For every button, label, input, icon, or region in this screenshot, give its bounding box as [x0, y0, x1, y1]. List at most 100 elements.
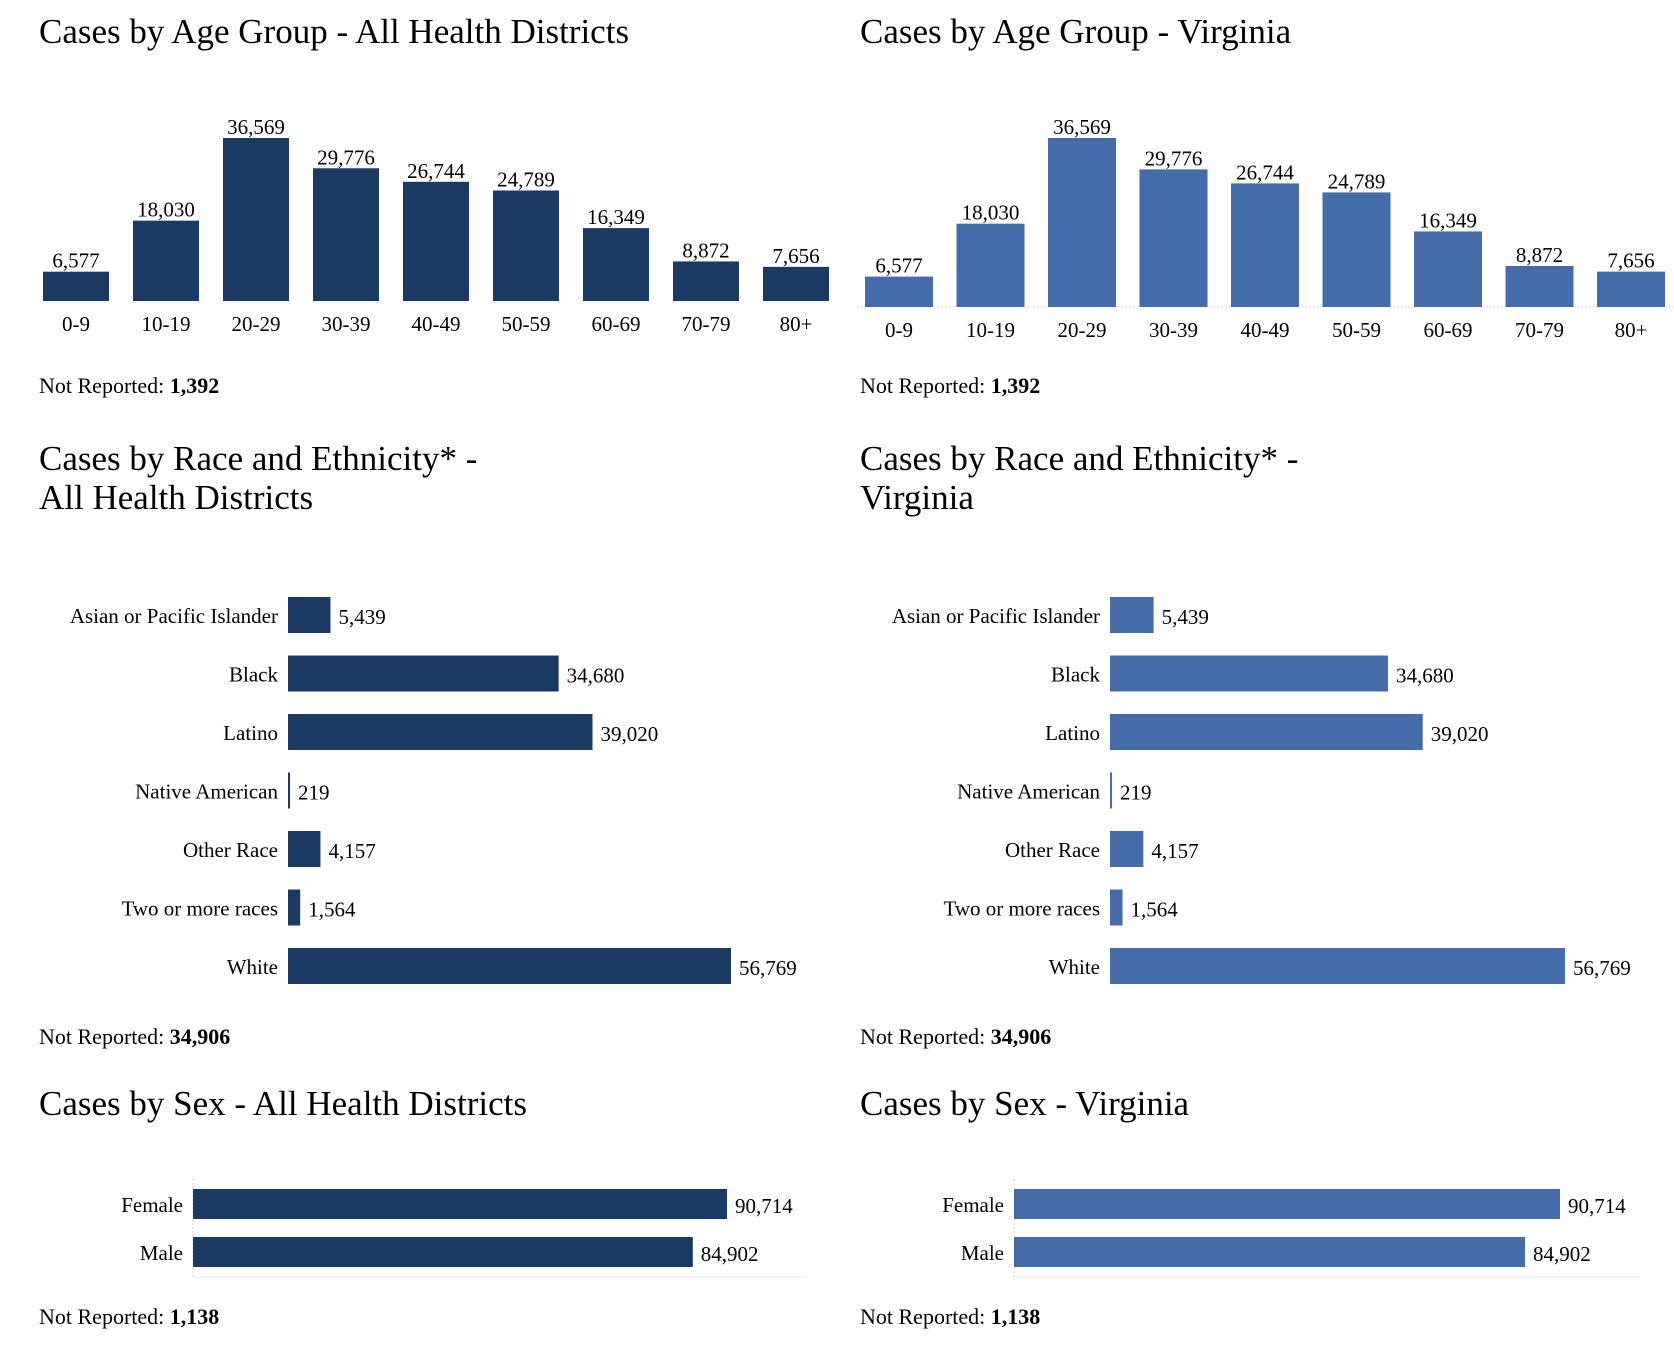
data-label: 1,564: [1131, 898, 1179, 922]
data-label: 56,769: [1573, 956, 1631, 980]
data-label: 34,680: [567, 664, 625, 688]
bar: [288, 655, 559, 692]
category-label: Two or more races: [121, 897, 278, 921]
chart-title: Cases by Sex - Virginia: [860, 1084, 1190, 1123]
data-label: 39,020: [1431, 722, 1489, 746]
not-reported-value: 1,392: [169, 373, 220, 398]
tick-label: 80+: [780, 312, 813, 336]
tick-label: 0-9: [885, 318, 913, 342]
data-label: 18,030: [137, 198, 195, 222]
data-label: 219: [298, 781, 330, 805]
bar: [288, 772, 290, 809]
bar: [1014, 1237, 1526, 1267]
bar: [1110, 714, 1423, 750]
data-label: 26,744: [407, 159, 465, 183]
bar: [1110, 597, 1154, 633]
not-reported-label: Not Reported:: [860, 373, 986, 398]
bar: [1110, 772, 1112, 809]
tick-label: 20-29: [232, 312, 281, 336]
tick-label: 20-29: [1058, 318, 1107, 342]
data-label: 16,349: [587, 205, 645, 229]
tick-label: 30-39: [322, 312, 371, 336]
not-reported-value: 1,138: [990, 1304, 1041, 1329]
bar: [288, 831, 321, 867]
bar: [1110, 831, 1144, 867]
data-label: 39,020: [600, 722, 658, 746]
bar: [865, 276, 933, 307]
bar: [1110, 655, 1388, 692]
bar: [763, 266, 829, 301]
chart-title-line-1: Cases by Race and Ethnicity* -: [860, 439, 1299, 478]
data-label: 26,744: [1236, 160, 1294, 184]
bar: [403, 181, 469, 301]
data-label: 16,349: [1419, 208, 1477, 232]
data-label: 4,157: [1151, 839, 1198, 863]
tick-label: 10-19: [966, 318, 1015, 342]
tick-label: 10-19: [142, 312, 191, 336]
race-chart-all: 5,439 Asian or Pacific Islander 34,680 Blac…: [70, 597, 797, 984]
bar: [1597, 271, 1665, 307]
data-label: 34,680: [1396, 664, 1454, 688]
bar: [313, 168, 379, 301]
bar: [223, 138, 289, 301]
data-label: 7,656: [1607, 249, 1654, 273]
bar: [133, 220, 199, 301]
data-label: 5,439: [1162, 605, 1209, 629]
not-reported-label: Not Reported:: [39, 373, 165, 398]
chart-title-line-2: All Health Districts: [39, 478, 314, 517]
data-label: 8,872: [1516, 243, 1563, 267]
data-label: 6,577: [52, 249, 99, 273]
not-reported-value: 1,138: [169, 1304, 220, 1329]
data-label: 24,789: [1328, 169, 1386, 193]
bar: [493, 190, 559, 301]
tick-label: 50-59: [502, 312, 551, 336]
bar: [288, 889, 301, 926]
data-label: 84,902: [701, 1242, 759, 1266]
tick-label: 60-69: [592, 312, 641, 336]
category-label: Asian or Pacific Islander: [70, 604, 278, 628]
category-label: Other Race: [183, 838, 278, 862]
data-label: 6,577: [875, 254, 922, 278]
category-label: Black: [1051, 663, 1100, 687]
tick-label: 60-69: [1424, 318, 1473, 342]
category-label: Two or more races: [943, 897, 1100, 921]
age-chart-va: 6,577 0-9 18,030 10-19 36,569 20-29 29,776 30-3…: [857, 115, 1674, 342]
not-reported-label: Not Reported:: [39, 1304, 165, 1329]
data-label: 84,902: [1533, 1242, 1591, 1266]
tick-label: 50-59: [1332, 318, 1381, 342]
bar: [956, 223, 1025, 307]
chart-title: Cases by Sex - All Health Districts: [39, 1084, 528, 1123]
data-label: 36,569: [227, 115, 285, 139]
bar: [1231, 183, 1299, 307]
tick-label: 40-49: [1241, 318, 1290, 342]
data-label: 5,439: [338, 605, 385, 629]
data-label: 24,789: [497, 168, 555, 192]
not-reported-value: 34,906: [990, 1024, 1052, 1049]
category-label: Male: [961, 1241, 1004, 1265]
not-reported: Not Reported: 1,392: [39, 373, 219, 399]
bar: [193, 1189, 727, 1219]
bar: [193, 1237, 693, 1267]
race-chart-va: 5,439 Asian or Pacific Islander 34,680 Blac…: [892, 597, 1631, 984]
not-reported: Not Reported: 34,906: [39, 1024, 230, 1050]
data-label: 36,569: [1053, 115, 1111, 139]
data-label: 56,769: [739, 956, 797, 980]
not-reported: Not Reported: 1,392: [860, 373, 1040, 399]
category-label: Female: [942, 1193, 1004, 1217]
tick-label: 70-79: [682, 312, 731, 336]
not-reported-value: 34,906: [169, 1024, 231, 1049]
not-reported: Not Reported: 1,138: [39, 1304, 219, 1330]
tick-label: 40-49: [412, 312, 461, 336]
data-label: 7,656: [772, 244, 819, 268]
category-label: Female: [121, 1193, 183, 1217]
not-reported-value: 1,392: [990, 373, 1041, 398]
tick-label: 30-39: [1149, 318, 1198, 342]
bar: [1048, 138, 1116, 307]
bar: [1322, 192, 1391, 307]
not-reported-label: Not Reported:: [860, 1024, 986, 1049]
age-chart-all: 6,577 0-9 18,030 10-19 36,569 20-29 29,776 30-3…: [43, 115, 829, 336]
data-label: 1,564: [308, 898, 356, 922]
bar: [1110, 889, 1123, 926]
chart-title: Cases by Age Group - Virginia: [860, 12, 1292, 51]
